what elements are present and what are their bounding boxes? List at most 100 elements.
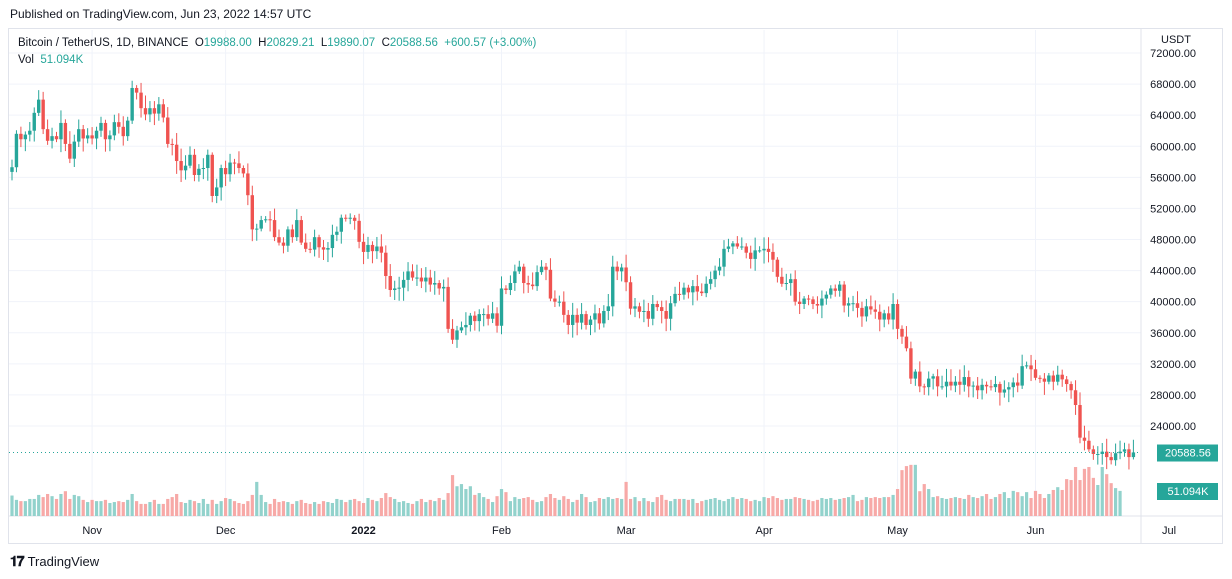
candle-body	[602, 310, 606, 324]
volume-bar	[72, 494, 76, 516]
volume-bar	[927, 489, 931, 516]
volume-bar	[384, 493, 388, 516]
volume-bar	[241, 503, 245, 516]
last-volume-badge	[1157, 483, 1218, 500]
candle-body	[1082, 437, 1087, 441]
candle-body	[922, 386, 926, 388]
volume-bar	[415, 501, 419, 516]
volume-bar	[68, 498, 72, 516]
candle-body	[1087, 440, 1091, 450]
candle-body	[931, 376, 935, 379]
candle-body	[1056, 374, 1060, 382]
volume-bar	[433, 501, 437, 516]
candle-body	[695, 286, 699, 292]
y-tick-label: 72000.00	[1150, 48, 1196, 60]
candle-body	[544, 266, 548, 270]
candle-body	[268, 219, 272, 221]
candle-body	[304, 242, 308, 249]
volume-bar	[264, 502, 268, 516]
volume-bar	[464, 489, 468, 516]
candle-body	[388, 276, 392, 291]
candle-body	[918, 371, 922, 387]
volume-bar	[851, 494, 855, 516]
candle-body	[19, 133, 23, 140]
candle-body	[673, 293, 677, 304]
volume-bar	[731, 497, 735, 516]
volume-bar	[224, 498, 228, 516]
volume-bar	[437, 498, 441, 516]
candle-body	[1007, 387, 1011, 390]
candle-body	[339, 217, 343, 232]
symbol-title[interactable]: Bitcoin / TetherUS, 1D, BINANCE	[18, 37, 189, 49]
candle-body	[838, 284, 842, 291]
candle-body	[130, 87, 134, 121]
candle-body	[152, 108, 157, 114]
candle-body	[1073, 390, 1078, 406]
tradingview-logo-text[interactable]: TradingView	[27, 554, 100, 569]
candle-body	[1091, 449, 1096, 454]
candle-body	[117, 122, 121, 127]
volume-bar	[330, 502, 334, 516]
candle-body	[28, 130, 32, 135]
volume-bar	[103, 499, 108, 516]
y-tick-label: 24000.00	[1150, 421, 1196, 433]
candle-body	[935, 376, 940, 387]
candle-body	[1029, 365, 1033, 370]
volume-bar	[664, 499, 668, 516]
candle-body	[744, 246, 748, 253]
candle-body	[419, 277, 424, 282]
candle-body	[722, 248, 726, 267]
volume-bar	[250, 494, 254, 516]
candle-body	[633, 306, 637, 309]
candle-body	[437, 283, 441, 289]
candle-body	[682, 287, 686, 295]
tradingview-logo-icon[interactable]: 𝟏𝟕	[10, 553, 25, 569]
candle-body	[410, 271, 415, 278]
volume-bar	[272, 498, 277, 516]
volume-bar	[157, 503, 161, 516]
volume-bar	[166, 498, 170, 516]
candle-body	[860, 307, 864, 317]
volume-bar	[259, 494, 263, 516]
candle-body	[562, 301, 566, 315]
candle-body	[624, 267, 628, 283]
volume-bar	[660, 494, 664, 516]
candle-body	[869, 306, 873, 310]
volume-bar	[566, 498, 570, 516]
candle-body	[161, 104, 165, 118]
open-value: 19988.00	[203, 37, 252, 49]
candle-body	[579, 314, 584, 323]
volume-bar	[980, 496, 984, 516]
candle-body	[740, 246, 744, 248]
volume-bar	[1069, 480, 1073, 516]
volume-bar	[393, 498, 397, 516]
candle-body	[504, 288, 508, 291]
volume-bar	[571, 502, 575, 516]
candle-body	[913, 371, 918, 379]
candle-body	[557, 301, 562, 303]
candle-body	[241, 168, 246, 174]
volume-bar	[539, 501, 544, 516]
volume-value: 51.094K	[40, 54, 84, 66]
volume-bar	[59, 493, 63, 516]
candle-body	[784, 283, 788, 285]
candle-body	[401, 279, 406, 288]
volume-bar	[517, 498, 521, 516]
volume-bar	[944, 498, 949, 516]
candle-body	[477, 314, 481, 322]
volume-bar	[19, 501, 23, 516]
candle-body	[891, 303, 895, 320]
x-tick-label: Dec	[216, 525, 236, 537]
candle-body	[206, 154, 210, 169]
volume-bar	[255, 481, 259, 516]
volume-bar	[669, 501, 673, 516]
candle-body	[517, 266, 521, 272]
candle-body	[272, 220, 277, 238]
candle-body	[864, 306, 869, 317]
candle-body	[174, 144, 179, 162]
volume-bar	[379, 498, 383, 516]
last-volume-label: 51.094K	[1168, 486, 1210, 498]
volume-bar	[54, 498, 59, 516]
volume-bar	[913, 464, 917, 516]
